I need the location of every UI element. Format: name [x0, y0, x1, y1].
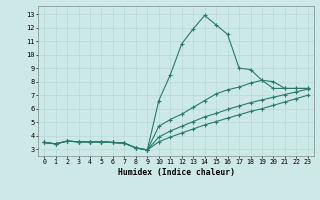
X-axis label: Humidex (Indice chaleur): Humidex (Indice chaleur) [117, 168, 235, 177]
